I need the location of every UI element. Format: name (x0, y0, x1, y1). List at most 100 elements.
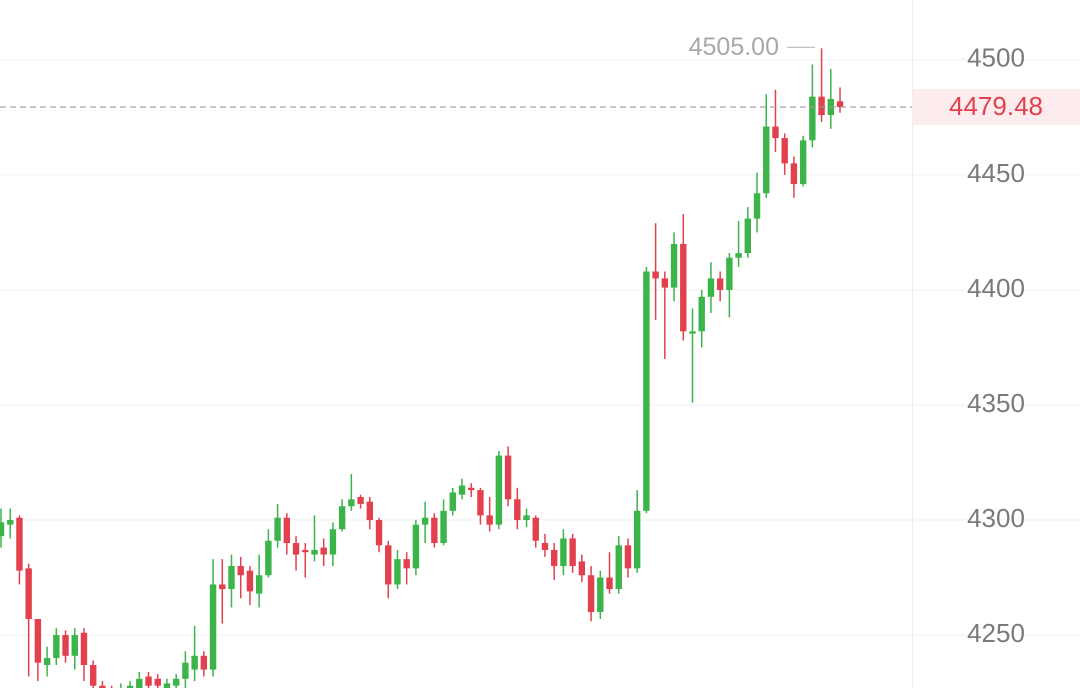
candle-body (523, 515, 530, 521)
candle-body (99, 685, 106, 688)
candle-body (431, 517, 438, 544)
candle-body (836, 101, 844, 108)
candle-body (394, 559, 401, 585)
candle-body (753, 193, 761, 219)
candle-body (25, 568, 32, 619)
candle-body (237, 566, 244, 576)
candle-body (670, 243, 678, 288)
candle-body (652, 271, 659, 279)
candle-body (154, 678, 161, 686)
y-tick-label: 4350 (967, 388, 1025, 418)
candle-body (7, 520, 14, 525)
candle-body (689, 331, 696, 334)
candle-body (726, 257, 733, 290)
candle-body (366, 501, 373, 521)
candle-body (597, 577, 604, 613)
y-tick-label: 4450 (967, 158, 1025, 188)
candle-body (790, 163, 798, 185)
candle-body (265, 540, 272, 576)
candle-body (744, 218, 752, 254)
candle-body (200, 655, 208, 670)
candle-body (578, 561, 586, 576)
candle-body (421, 517, 429, 525)
candle-body (320, 547, 327, 555)
candle-body (477, 490, 484, 516)
candle-body (302, 549, 309, 553)
candle-body (80, 632, 88, 665)
candle-body (403, 559, 410, 569)
candle-body (560, 538, 567, 567)
candle-body (126, 685, 134, 688)
last-price-badge (913, 89, 1080, 126)
candle-body (661, 278, 669, 288)
grid (0, 59, 1080, 636)
candle-body (136, 678, 143, 688)
candle-body (495, 455, 503, 525)
candle-body (606, 577, 613, 590)
candle-body (172, 678, 180, 686)
candle-body (486, 515, 493, 525)
candle-body (311, 549, 318, 555)
candle-body (71, 635, 78, 656)
candle-body (375, 520, 383, 546)
candle-body (624, 545, 632, 569)
candle-body (412, 524, 420, 569)
candle-body (53, 635, 60, 659)
candle-body (16, 517, 23, 571)
y-tick-label: 4300 (967, 503, 1025, 533)
candle-body (633, 510, 641, 569)
candle-body (772, 126, 779, 139)
candle-body (43, 658, 51, 665)
candle-body (643, 271, 650, 511)
candle-body (449, 492, 456, 511)
candle-body (615, 545, 622, 590)
labels: 4250 4300 4350 4400 4450 4500 4479.48 4505.00 (689, 33, 1080, 648)
candle-body (541, 543, 549, 550)
candles (0, 48, 912, 688)
y-tick-label: 4400 (967, 273, 1025, 303)
candle-body (338, 506, 346, 530)
candle-body (763, 126, 770, 194)
candle-body (799, 140, 807, 185)
candle-body (680, 243, 687, 332)
candle-body (698, 296, 705, 332)
candle-body (34, 618, 42, 663)
candle-body (255, 575, 263, 594)
candle-body (818, 96, 825, 116)
candle-body (385, 545, 392, 585)
candle-body (504, 455, 512, 500)
candle-body (145, 676, 152, 686)
candle-body (707, 278, 715, 297)
candle-body (292, 543, 300, 555)
candle-body (329, 529, 337, 555)
candle-body (357, 497, 364, 504)
candle-body (716, 278, 724, 290)
candle-body (809, 96, 816, 141)
last-price-label: 4479.48 (949, 91, 1043, 121)
candle-body (569, 538, 576, 567)
candle-body (0, 522, 5, 537)
y-tick-label: 4250 (967, 618, 1025, 648)
candle-body (440, 510, 447, 544)
candle-body (532, 517, 539, 541)
candle-body (163, 683, 171, 688)
max-annotation-label: 4505.00 (689, 33, 779, 61)
candle-body (587, 575, 595, 613)
candle-body (182, 662, 189, 679)
candle-body (735, 253, 742, 258)
candle-body (781, 138, 788, 164)
candle-body (209, 584, 217, 670)
candle-body (274, 517, 281, 541)
candle-body (228, 566, 235, 590)
candle-body (458, 485, 466, 495)
candle-body (468, 487, 475, 491)
candle-body (191, 655, 198, 670)
y-tick-label: 4500 (967, 43, 1025, 73)
candle-body (62, 635, 69, 656)
candle-body (514, 499, 521, 521)
candle-body (90, 664, 97, 686)
candle-body (219, 584, 226, 590)
candle-body (283, 517, 291, 544)
candle-body (551, 549, 558, 567)
